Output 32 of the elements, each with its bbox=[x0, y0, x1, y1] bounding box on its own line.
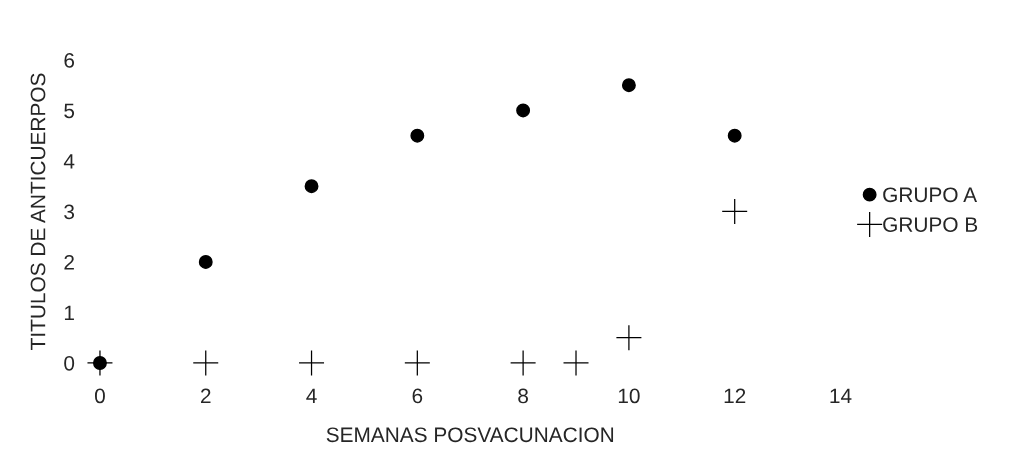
y-tick-label: 6 bbox=[64, 52, 75, 68]
point bbox=[198, 255, 213, 269]
x-tick-label: 8 bbox=[518, 388, 528, 404]
point bbox=[516, 103, 531, 118]
x-axis-title: SEMANAS POSVACUNACION bbox=[326, 427, 614, 443]
point bbox=[193, 350, 219, 376]
y-tick-label: 4 bbox=[63, 154, 75, 169]
x-tick-label: 10 bbox=[618, 388, 640, 404]
y-tick-label: 1 bbox=[64, 305, 74, 321]
point bbox=[304, 179, 319, 194]
point bbox=[299, 350, 325, 376]
legend-label: GRUPO A bbox=[883, 187, 978, 203]
y-tick-label: 2 bbox=[64, 254, 74, 270]
point bbox=[87, 350, 113, 376]
x-tick-label: 12 bbox=[724, 388, 746, 404]
point bbox=[727, 128, 742, 143]
point bbox=[616, 325, 642, 351]
y-tick-label: 0 bbox=[64, 355, 75, 371]
point bbox=[404, 350, 430, 376]
legend-label: GRUPO B bbox=[883, 217, 978, 232]
x-tick-label: 0 bbox=[94, 388, 105, 404]
point bbox=[510, 350, 536, 376]
point bbox=[621, 78, 636, 93]
x-tick-label: 14 bbox=[830, 388, 852, 404]
x-tick-label: 4 bbox=[306, 388, 317, 404]
point bbox=[563, 350, 589, 376]
y-tick-label: 3 bbox=[64, 204, 75, 220]
x-tick-label: 2 bbox=[201, 388, 211, 404]
x-tick-label: 6 bbox=[412, 388, 423, 404]
y-tick-label: 5 bbox=[64, 103, 75, 119]
point bbox=[410, 128, 425, 143]
y-axis-title: TITULOS DE ANTICUERPOS bbox=[30, 73, 46, 350]
